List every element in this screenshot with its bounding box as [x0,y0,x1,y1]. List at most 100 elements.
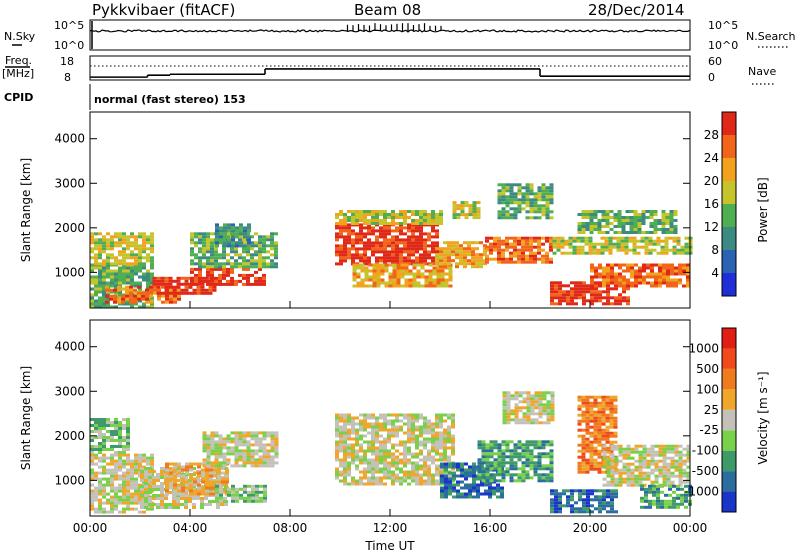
y-tick-label: 4000 [54,132,85,146]
heatmap-cell-vel-cells-7 [448,471,452,475]
heatmap-cell-power-cells-17 [617,219,622,222]
heatmap-cell-vel-cells-7 [440,486,444,490]
heatmap-cell-vel-cells-7 [480,465,484,469]
heatmap-cell-vel-cells-1 [122,418,126,421]
heatmap-cell-power-cells-1 [150,259,154,263]
heatmap-cell-power-cells-14 [620,248,625,252]
heatmap-cell-power-cells-5 [222,253,226,257]
heatmap-cell-power-cells-3 [180,288,185,292]
heatmap-cell-power-cells-9 [388,263,393,267]
heatmap-cell-vel-cells-4 [206,461,211,465]
heatmap-cell-power-cells-0 [134,266,138,270]
heatmap-cell-vel-cells-6 [439,467,443,471]
heatmap-cell-power-cells-16 [674,278,678,282]
heatmap-cell-power-cells-2 [121,294,125,298]
heatmap-cell-power-cells-14 [648,236,653,240]
heatmap-cell-vel-cells-13 [640,484,644,488]
heatmap-cell-power-cells-7 [403,241,407,245]
heatmap-cell-vel-cells-6 [375,458,379,462]
heatmap-cell-vel-cells-12 [678,471,683,475]
heatmap-cell-power-cells-15 [606,290,610,294]
heatmap-cell-vel-cells-6 [375,464,379,468]
heatmap-cell-vel-cells-11 [585,413,590,417]
heatmap-cell-vel-cells-6 [423,458,427,462]
heatmap-cell-vel-cells-8 [485,449,490,453]
heatmap-cell-power-cells-4 [206,279,210,283]
heatmap-cell-vel-cells-6 [447,431,451,435]
heatmap-cell-vel-cells-11 [589,443,594,447]
heatmap-cell-vel-cells-6 [355,416,359,420]
heatmap-cell-vel-cells-4 [258,461,263,465]
heatmap-cell-vel-cells-7 [488,483,492,487]
heatmap-cell-vel-cells-9 [550,406,555,410]
heatmap-cell-power-cells-16 [614,275,618,279]
heatmap-cell-vel-cells-8 [521,470,526,474]
heatmap-cell-vel-cells-6 [415,437,419,441]
heatmap-cell-vel-cells-1 [114,430,118,433]
heatmap-cell-power-cells-7 [423,247,427,251]
heatmap-cell-vel-cells-0 [134,468,138,472]
heatmap-cell-vel-cells-6 [355,452,359,456]
heatmap-cell-power-cells-1 [94,256,98,260]
heatmap-cell-power-cells-7 [343,238,347,242]
heatmap-cell-vel-cells-12 [610,480,615,484]
heatmap-cell-vel-cells-8 [481,443,486,447]
heatmap-cell-power-cells-15 [558,293,562,297]
heatmap-cell-vel-cells-0 [122,453,126,457]
heatmap-cell-power-cells-15 [550,293,554,297]
heatmap-cell-power-cells-5 [218,256,222,260]
heatmap-cell-power-cells-10 [475,253,479,257]
heatmap-cell-power-cells-1 [150,241,154,245]
heatmap-cell-vel-cells-8 [529,464,534,468]
heatmap-cell-power-cells-11 [456,216,461,220]
heatmap-cell-power-cells-3 [200,288,205,292]
heatmap-cell-power-cells-4 [246,273,250,277]
heatmap-cell-power-cells-14 [580,251,585,255]
heatmap-cell-vel-cells-4 [222,461,227,465]
heatmap-cell-power-cells-13 [505,216,510,220]
heatmap-cell-vel-cells-12 [630,471,635,475]
heatmap-cell-vel-cells-1 [114,451,118,454]
heatmap-cell-vel-cells-8 [493,458,498,462]
heatmap-cell-power-cells-12 [513,236,517,240]
heatmap-cell-vel-cells-6 [355,449,359,453]
heatmap-cell-power-cells-7 [367,238,371,242]
heatmap-cell-power-cells-9 [384,284,389,288]
heatmap-cell-vel-cells-9 [522,415,527,419]
heatmap-cell-power-cells-12 [545,239,549,243]
heatmap-cell-vel-cells-8 [489,452,494,456]
heatmap-cell-power-cells-9 [356,263,361,267]
heatmap-cell-vel-cells-8 [525,446,530,450]
heatmap-cell-vel-cells-6 [423,467,427,471]
heatmap-cell-power-cells-1 [122,238,126,242]
heatmap-cell-power-cells-0 [114,290,118,294]
heatmap-cell-vel-cells-3 [181,477,185,481]
heatmap-cell-power-cells-15 [566,284,570,288]
heatmap-cell-power-cells-13 [549,183,554,187]
heatmap-cell-power-cells-0 [110,272,114,276]
heatmap-cell-power-cells-12 [541,248,545,252]
heatmap-cell-power-cells-7 [351,241,355,245]
heatmap-cell-vel-cells-10 [558,504,562,508]
heatmap-cell-power-cells-4 [242,276,246,280]
heatmap-cell-power-cells-0 [126,302,130,306]
heatmap-cell-vel-cells-6 [367,443,371,447]
heatmap-cell-power-cells-17 [581,213,586,216]
heatmap-cell-power-cells-9 [424,275,429,279]
heatmap-cell-vel-cells-8 [509,473,514,477]
heatmap-cell-vel-cells-12 [678,453,683,457]
heatmap-cell-vel-cells-0 [126,504,130,508]
heatmap-cell-power-cells-16 [630,272,634,276]
heatmap-cell-power-cells-17 [593,228,598,231]
heatmap-cell-vel-cells-4 [234,440,239,444]
heatmap-cell-vel-cells-6 [419,482,423,486]
heatmap-cell-vel-cells-8 [513,446,518,450]
heatmap-cell-vel-cells-3 [201,474,205,478]
heatmap-cell-vel-cells-3 [169,483,173,487]
heatmap-cell-power-cells-0 [142,266,146,270]
heatmap-cell-power-cells-17 [633,225,638,228]
heatmap-cell-power-cells-4 [190,267,194,271]
heatmap-cell-power-cells-12 [505,257,509,261]
heatmap-cell-vel-cells-4 [262,464,267,468]
heatmap-cell-power-cells-17 [661,222,666,225]
